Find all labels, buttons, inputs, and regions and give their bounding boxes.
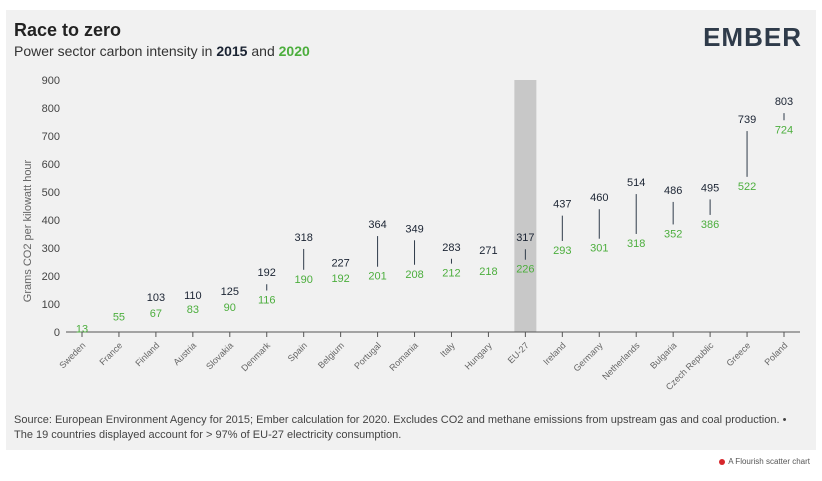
data-label-2020: 724 bbox=[775, 124, 793, 136]
x-tick-label: Denmark bbox=[239, 340, 272, 373]
x-tick-label: EU-27 bbox=[506, 340, 531, 365]
y-tick-label: 800 bbox=[42, 103, 60, 115]
x-tick-label: Netherlands bbox=[600, 340, 642, 382]
x-tick-label: Belgium bbox=[316, 340, 346, 370]
data-label-2020: 352 bbox=[664, 228, 682, 240]
x-tick-label: Finland bbox=[133, 340, 161, 368]
data-label-2015: 271 bbox=[479, 245, 497, 257]
y-tick-label: 0 bbox=[54, 327, 60, 339]
x-tick-label: Portugal bbox=[352, 340, 383, 371]
data-label-2020: 293 bbox=[553, 245, 571, 257]
x-tick-label: France bbox=[97, 340, 124, 367]
data-label-2015: 125 bbox=[221, 286, 239, 298]
data-label-2020: 318 bbox=[627, 238, 645, 250]
data-label-2015: 192 bbox=[258, 267, 276, 279]
data-label-2020: 13 bbox=[76, 323, 88, 335]
y-axis-label: Grams CO2 per kilowatt hour bbox=[22, 159, 34, 302]
y-tick-label: 600 bbox=[42, 159, 60, 171]
data-label-2020: 90 bbox=[224, 302, 236, 314]
x-tick-label: Italy bbox=[438, 340, 457, 359]
x-tick-label: Ireland bbox=[541, 340, 568, 367]
data-label-2015: 317 bbox=[516, 232, 534, 244]
y-tick-label: 400 bbox=[42, 215, 60, 227]
x-tick-label: Slovakia bbox=[204, 340, 235, 371]
data-label-2020: 212 bbox=[442, 268, 460, 280]
x-tick-label: Poland bbox=[763, 340, 790, 367]
chart-subtitle: Power sector carbon intensity in 2015 an… bbox=[14, 43, 310, 59]
data-label-2020: 301 bbox=[590, 243, 608, 255]
data-label-2015: 495 bbox=[701, 182, 719, 194]
data-label-2015: 318 bbox=[295, 232, 313, 244]
x-tick-label: Hungary bbox=[463, 340, 494, 371]
data-label-2015: 739 bbox=[738, 114, 756, 126]
y-tick-label: 300 bbox=[42, 243, 60, 255]
x-tick-label: Greece bbox=[725, 340, 753, 368]
data-label-2015: 486 bbox=[664, 185, 682, 197]
data-label-2020: 208 bbox=[405, 269, 423, 281]
data-label-2015: 103 bbox=[147, 292, 165, 304]
data-label-2020: 67 bbox=[150, 308, 162, 320]
data-label-2020: 218 bbox=[479, 266, 497, 278]
data-label-2020: 55 bbox=[113, 312, 125, 324]
chart-panel: Race to zero Power sector carbon intensi… bbox=[6, 10, 816, 450]
y-tick-label: 100 bbox=[42, 299, 60, 311]
x-tick-label: Germany bbox=[571, 340, 605, 374]
x-tick-label: Spain bbox=[286, 340, 309, 363]
data-label-2015: 437 bbox=[553, 199, 571, 211]
flourish-credit-text: A Flourish scatter chart bbox=[728, 457, 810, 466]
y-tick-label: 200 bbox=[42, 271, 60, 283]
source-note: Source: European Environment Agency for … bbox=[14, 414, 787, 441]
data-label-2015: 349 bbox=[405, 223, 423, 235]
ember-logo: EMBER bbox=[703, 22, 802, 52]
x-tick-label: Bulgaria bbox=[648, 340, 678, 370]
data-label-2015: 364 bbox=[368, 219, 386, 231]
flourish-credit[interactable]: A Flourish scatter chart bbox=[719, 457, 810, 466]
x-tick-label: Romania bbox=[387, 340, 420, 373]
y-tick-label: 700 bbox=[42, 131, 60, 143]
data-label-2020: 192 bbox=[331, 273, 349, 285]
data-label-2015: 110 bbox=[184, 290, 202, 302]
data-label-2015: 227 bbox=[331, 257, 349, 269]
data-label-2020: 201 bbox=[368, 271, 386, 283]
flourish-logo-icon bbox=[719, 458, 726, 465]
data-label-2020: 226 bbox=[516, 264, 534, 276]
chart-title: Race to zero bbox=[14, 20, 122, 40]
data-label-2015: 283 bbox=[442, 242, 460, 254]
data-label-2015: 460 bbox=[590, 192, 608, 204]
y-tick-label: 900 bbox=[42, 75, 60, 87]
y-tick-label: 500 bbox=[42, 187, 60, 199]
data-label-2015: 514 bbox=[627, 177, 645, 189]
x-tick-label: Sweden bbox=[57, 340, 87, 370]
x-tick-label: Austria bbox=[171, 340, 198, 367]
subtitle-prefix: Power sector carbon intensity in bbox=[14, 43, 217, 59]
subtitle-and: and bbox=[247, 43, 279, 59]
data-label-2020: 190 bbox=[295, 274, 313, 286]
eu27-highlight-band bbox=[514, 80, 537, 332]
data-label-2020: 83 bbox=[187, 304, 199, 316]
data-label-2015: 803 bbox=[775, 96, 793, 108]
data-label-2020: 386 bbox=[701, 219, 719, 231]
subtitle-year-2020: 2020 bbox=[278, 43, 310, 59]
data-label-2020: 116 bbox=[258, 295, 276, 307]
subtitle-year-2015: 2015 bbox=[216, 43, 248, 59]
data-label-2020: 522 bbox=[738, 181, 756, 193]
